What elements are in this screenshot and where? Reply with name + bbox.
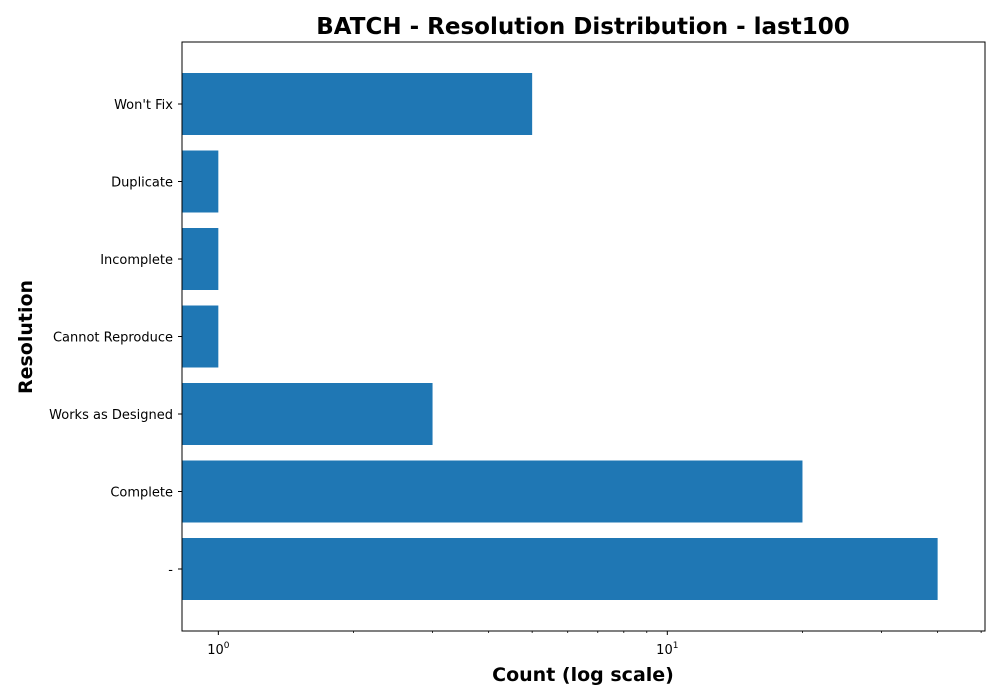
x-tick-base: 10 [656, 643, 673, 658]
y-tick-label: Complete [110, 486, 173, 501]
bar [182, 383, 433, 445]
chart-title: BATCH - Resolution Distribution - last10… [316, 14, 849, 40]
y-tick-label: Incomplete [100, 253, 173, 268]
x-ticks-layer: 100 101 [207, 631, 982, 658]
x-tick-exponent: 0 [224, 641, 230, 651]
bar [182, 73, 533, 135]
x-tick-base: 10 [207, 643, 224, 658]
x-tick-label: 101 [656, 641, 678, 658]
x-tick-label: 100 [207, 641, 230, 658]
y-tick-label: Duplicate [111, 176, 173, 191]
x-tick-exponent: 1 [673, 641, 679, 651]
bar [182, 150, 219, 213]
y-axis-label: Resolution [15, 280, 37, 394]
plot-frame [181, 41, 986, 632]
y-ticks-layer: - Complete Works as Designed Cannot Reprodu… [49, 98, 182, 578]
bars-layer [182, 73, 938, 600]
bar [182, 460, 803, 523]
bar [182, 538, 938, 600]
x-axis-label: Count (log scale) [492, 664, 674, 686]
y-tick-label: Won't Fix [114, 98, 173, 113]
y-tick-label: Works as Designed [49, 408, 173, 423]
bar [182, 305, 219, 368]
bar [182, 228, 219, 290]
y-tick-label: Cannot Reproduce [53, 331, 173, 346]
y-tick-label: - [168, 563, 173, 578]
